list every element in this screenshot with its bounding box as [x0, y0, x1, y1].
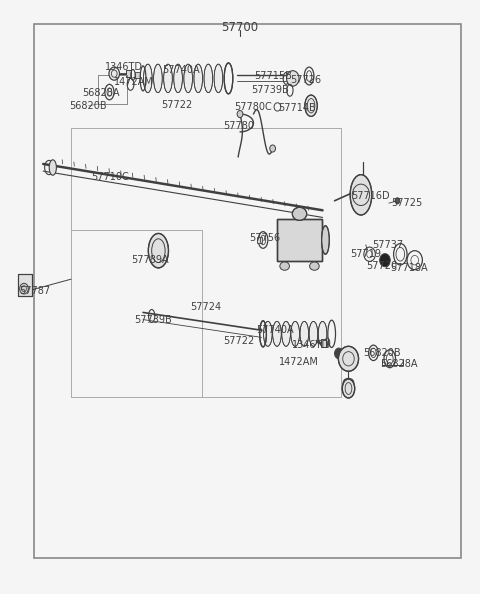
Text: 57780: 57780 [224, 121, 254, 131]
Circle shape [287, 71, 299, 86]
Text: 57722: 57722 [223, 336, 255, 346]
Ellipse shape [154, 64, 162, 93]
Ellipse shape [292, 207, 307, 220]
Text: 56820B: 56820B [363, 348, 401, 358]
Text: 56828A: 56828A [381, 359, 418, 368]
Text: 57700: 57700 [221, 21, 259, 34]
Ellipse shape [144, 64, 152, 93]
Text: 57740A: 57740A [256, 326, 293, 335]
Bar [18, 274, 32, 296]
Ellipse shape [318, 321, 327, 346]
Bar [135, 72, 140, 78]
Text: 57787: 57787 [19, 286, 50, 296]
Ellipse shape [148, 233, 168, 268]
Text: 57726: 57726 [291, 75, 322, 84]
Bar [257, 237, 262, 243]
Text: 57720: 57720 [367, 261, 397, 271]
Ellipse shape [174, 64, 182, 93]
Ellipse shape [164, 64, 172, 93]
Text: 57719: 57719 [350, 249, 381, 259]
Text: 57740A: 57740A [163, 65, 200, 75]
Ellipse shape [343, 378, 354, 387]
Ellipse shape [291, 321, 300, 346]
Bar [277, 219, 322, 261]
Circle shape [237, 110, 243, 118]
Text: 57710C: 57710C [92, 172, 129, 182]
Text: 1472AM: 1472AM [113, 77, 154, 87]
Text: 57725: 57725 [391, 198, 423, 208]
Ellipse shape [264, 321, 272, 346]
Circle shape [109, 67, 120, 80]
Ellipse shape [350, 175, 372, 215]
Bar [321, 339, 326, 347]
Circle shape [20, 283, 28, 294]
Bar [277, 219, 322, 261]
Circle shape [270, 145, 276, 152]
Text: 57714B: 57714B [278, 103, 315, 113]
Text: 57780C: 57780C [235, 102, 272, 112]
Text: 57737: 57737 [372, 240, 403, 249]
Text: 57718A: 57718A [390, 264, 428, 273]
Ellipse shape [194, 64, 203, 93]
Text: 1472AM: 1472AM [278, 358, 319, 367]
Ellipse shape [342, 379, 355, 398]
Text: 1346TD: 1346TD [105, 62, 143, 71]
Text: 57789A: 57789A [131, 255, 168, 265]
Ellipse shape [309, 321, 318, 346]
Text: 56828A: 56828A [82, 88, 120, 97]
Text: 57739B: 57739B [251, 86, 288, 95]
Ellipse shape [184, 64, 192, 93]
Ellipse shape [322, 226, 329, 254]
Ellipse shape [282, 321, 290, 346]
Text: 57739B: 57739B [134, 315, 171, 324]
Circle shape [380, 254, 390, 267]
Ellipse shape [305, 95, 317, 116]
Circle shape [335, 348, 343, 359]
Text: 56820B: 56820B [69, 101, 107, 110]
Ellipse shape [273, 321, 281, 346]
Bar [34, 24, 461, 558]
Ellipse shape [310, 262, 319, 270]
Circle shape [395, 198, 400, 204]
Bar [18, 274, 32, 296]
Text: 57716D: 57716D [351, 191, 390, 201]
Text: 57715B: 57715B [254, 71, 291, 81]
Circle shape [338, 346, 359, 371]
Ellipse shape [214, 64, 223, 93]
Bar [126, 70, 131, 77]
Text: 57724: 57724 [190, 302, 221, 311]
Text: 57722: 57722 [161, 100, 192, 109]
Ellipse shape [49, 160, 57, 175]
Ellipse shape [300, 321, 309, 346]
Ellipse shape [280, 262, 289, 270]
Text: 57756: 57756 [250, 233, 280, 242]
Text: 1346TD: 1346TD [292, 340, 330, 349]
Ellipse shape [204, 64, 213, 93]
